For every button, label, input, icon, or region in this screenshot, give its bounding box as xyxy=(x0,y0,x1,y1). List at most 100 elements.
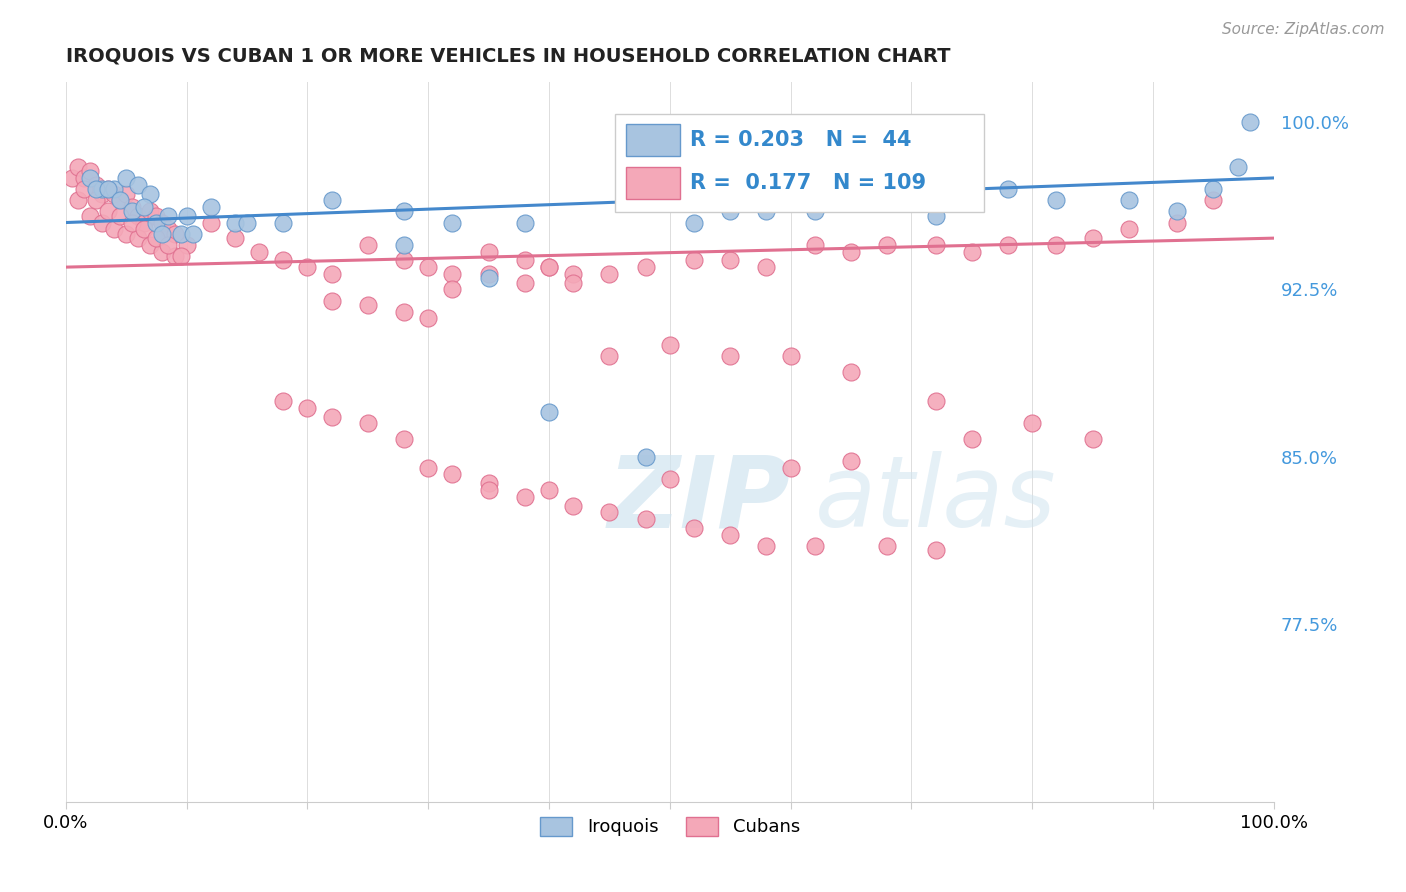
Point xyxy=(103,186,125,201)
Point xyxy=(60,170,83,185)
Point xyxy=(134,222,156,236)
Point xyxy=(79,164,101,178)
Point xyxy=(169,227,191,241)
Point xyxy=(804,539,827,553)
Point xyxy=(121,200,143,214)
Point xyxy=(1166,215,1188,229)
Point xyxy=(176,237,198,252)
Point xyxy=(658,338,681,352)
Point xyxy=(441,267,464,281)
Point xyxy=(718,204,741,219)
Point xyxy=(779,349,801,363)
Point xyxy=(718,253,741,268)
Point xyxy=(478,271,501,285)
Point xyxy=(79,170,101,185)
Point xyxy=(1021,416,1043,430)
Point xyxy=(634,260,657,274)
Point xyxy=(1202,182,1225,196)
Point xyxy=(1045,193,1067,207)
Point xyxy=(127,209,149,223)
Point xyxy=(562,276,585,290)
Point xyxy=(1118,222,1140,236)
Point xyxy=(91,182,114,196)
Point xyxy=(169,249,191,263)
Point xyxy=(562,499,585,513)
Point xyxy=(357,298,380,312)
Point xyxy=(321,409,343,424)
Point xyxy=(839,454,862,468)
Point xyxy=(97,204,120,219)
Point xyxy=(152,215,174,229)
Point xyxy=(134,215,156,229)
Point xyxy=(115,170,138,185)
Point xyxy=(84,193,107,207)
Point xyxy=(1081,432,1104,446)
FancyBboxPatch shape xyxy=(626,167,679,199)
Point xyxy=(441,215,464,229)
Point xyxy=(163,249,186,263)
Point xyxy=(755,204,778,219)
Point xyxy=(441,467,464,482)
Point xyxy=(297,260,319,274)
Point xyxy=(152,244,174,259)
Text: atlas: atlas xyxy=(815,451,1056,549)
Point xyxy=(1226,160,1249,174)
Point xyxy=(321,293,343,308)
Point xyxy=(418,460,440,475)
Point xyxy=(392,304,415,318)
Point xyxy=(224,215,246,229)
Point xyxy=(598,267,620,281)
Point xyxy=(997,182,1019,196)
Point xyxy=(97,182,120,196)
Point xyxy=(418,311,440,326)
Point xyxy=(392,432,415,446)
Point xyxy=(84,178,107,192)
Point xyxy=(103,222,125,236)
Point xyxy=(839,244,862,259)
Point xyxy=(392,204,415,219)
Point xyxy=(634,450,657,464)
Point xyxy=(1166,204,1188,219)
Point xyxy=(139,237,162,252)
Point xyxy=(139,204,162,219)
Point xyxy=(537,405,560,419)
Point xyxy=(513,490,536,504)
Point xyxy=(157,209,180,223)
Point xyxy=(924,393,946,408)
Point xyxy=(478,483,501,497)
Point xyxy=(718,349,741,363)
Point xyxy=(271,393,294,408)
Point xyxy=(876,237,898,252)
Point xyxy=(66,160,89,174)
Point xyxy=(121,215,143,229)
Point xyxy=(924,209,946,223)
Point xyxy=(876,539,898,553)
Point xyxy=(562,267,585,281)
Point xyxy=(127,231,149,245)
Text: R = 0.203   N =  44: R = 0.203 N = 44 xyxy=(690,129,912,150)
Point xyxy=(513,215,536,229)
Point xyxy=(997,237,1019,252)
Point xyxy=(755,539,778,553)
Point xyxy=(658,472,681,486)
Point xyxy=(200,200,222,214)
Text: R =  0.177   N = 109: R = 0.177 N = 109 xyxy=(690,173,927,193)
Text: ZIP: ZIP xyxy=(607,451,790,549)
Point xyxy=(1045,237,1067,252)
Point xyxy=(478,476,501,491)
Point xyxy=(321,193,343,207)
Point xyxy=(804,204,827,219)
Point xyxy=(127,178,149,192)
Point xyxy=(145,215,167,229)
Point xyxy=(97,182,120,196)
Point xyxy=(84,182,107,196)
Point xyxy=(804,237,827,252)
Point xyxy=(1118,193,1140,207)
Point xyxy=(683,215,706,229)
FancyBboxPatch shape xyxy=(616,114,984,211)
Point xyxy=(115,227,138,241)
Point xyxy=(392,253,415,268)
Point xyxy=(478,267,501,281)
Point xyxy=(357,237,380,252)
Point xyxy=(924,237,946,252)
